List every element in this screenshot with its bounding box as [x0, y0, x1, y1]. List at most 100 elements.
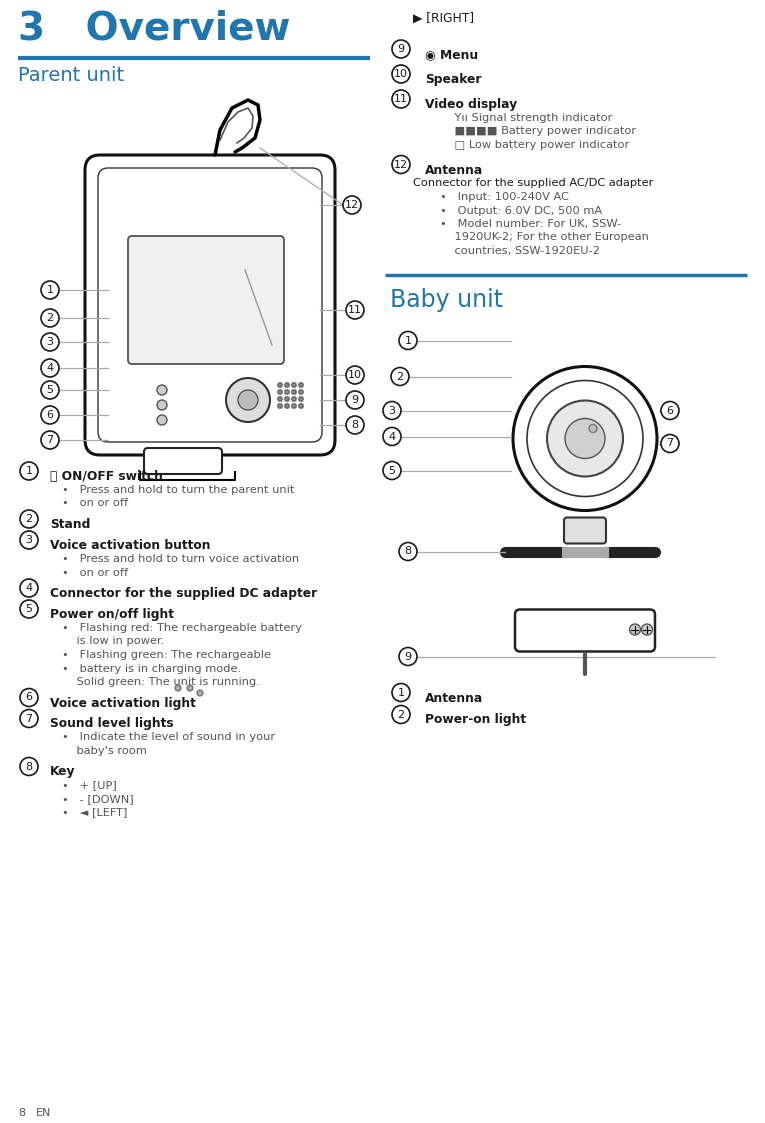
- Text: 1: 1: [405, 336, 412, 346]
- Text: 1: 1: [47, 285, 54, 295]
- Circle shape: [346, 391, 364, 409]
- Text: •   + [UP]: • + [UP]: [62, 780, 117, 791]
- Text: 5: 5: [47, 385, 54, 395]
- Text: •   Output: 6.0V DC, 500 mA: • Output: 6.0V DC, 500 mA: [440, 206, 602, 216]
- Text: 3: 3: [47, 337, 54, 347]
- Text: 11: 11: [394, 94, 408, 104]
- Circle shape: [20, 710, 38, 728]
- Text: 3: 3: [389, 405, 396, 416]
- Text: Power-on light: Power-on light: [425, 713, 526, 727]
- Text: 8: 8: [351, 420, 359, 430]
- Text: 5: 5: [389, 466, 396, 475]
- Circle shape: [346, 416, 364, 433]
- Text: •   battery is in charging mode.: • battery is in charging mode.: [62, 664, 241, 674]
- Circle shape: [346, 366, 364, 384]
- Circle shape: [291, 383, 296, 387]
- Text: Sound level lights: Sound level lights: [50, 718, 174, 730]
- Text: ◉ Menu: ◉ Menu: [425, 48, 478, 61]
- Circle shape: [399, 331, 417, 349]
- Circle shape: [41, 281, 59, 299]
- Text: •   Model number: For UK, SSW-: • Model number: For UK, SSW-: [440, 219, 621, 229]
- Circle shape: [299, 396, 303, 401]
- Circle shape: [383, 402, 401, 420]
- Text: 6: 6: [666, 405, 673, 416]
- Circle shape: [661, 402, 679, 420]
- Text: Yıı Signal strength indicator: Yıı Signal strength indicator: [440, 113, 612, 124]
- Circle shape: [630, 624, 640, 634]
- Circle shape: [20, 579, 38, 597]
- Circle shape: [285, 396, 289, 401]
- Circle shape: [41, 407, 59, 424]
- FancyBboxPatch shape: [128, 236, 284, 364]
- Circle shape: [383, 428, 401, 446]
- Text: 1: 1: [398, 687, 405, 697]
- Text: Speaker: Speaker: [425, 73, 481, 86]
- Text: Antenna: Antenna: [425, 164, 483, 176]
- Circle shape: [20, 510, 38, 528]
- Circle shape: [41, 309, 59, 327]
- Circle shape: [285, 383, 289, 387]
- Text: 7: 7: [25, 713, 33, 723]
- Text: 8: 8: [18, 1108, 25, 1119]
- Text: 2: 2: [396, 372, 404, 382]
- Circle shape: [391, 367, 409, 385]
- Text: 8: 8: [25, 761, 33, 772]
- Text: 9: 9: [351, 395, 359, 405]
- Circle shape: [392, 705, 410, 723]
- Text: Stand: Stand: [50, 518, 90, 531]
- Circle shape: [20, 600, 38, 618]
- Text: 7: 7: [47, 435, 54, 445]
- Text: •   Flashing green: The rechargeable: • Flashing green: The rechargeable: [62, 650, 271, 660]
- Circle shape: [41, 334, 59, 351]
- Circle shape: [392, 90, 410, 108]
- Text: EN: EN: [36, 1108, 51, 1119]
- Circle shape: [291, 390, 296, 394]
- Circle shape: [278, 390, 282, 394]
- Text: 12: 12: [394, 159, 408, 170]
- Text: •   Input: 100-240V AC: • Input: 100-240V AC: [440, 192, 569, 202]
- Text: 9: 9: [405, 651, 412, 661]
- Circle shape: [392, 65, 410, 83]
- Text: •   on or off: • on or off: [62, 499, 128, 509]
- Circle shape: [299, 390, 303, 394]
- Text: 7: 7: [666, 438, 673, 448]
- Text: •   Press and hold to turn voice activation: • Press and hold to turn voice activatio…: [62, 554, 299, 564]
- Circle shape: [299, 404, 303, 408]
- Text: 10: 10: [348, 369, 362, 380]
- Text: 3: 3: [25, 535, 32, 545]
- Text: •   on or off: • on or off: [62, 567, 128, 577]
- Circle shape: [343, 197, 361, 214]
- Text: Solid green: The unit is running.: Solid green: The unit is running.: [62, 677, 260, 687]
- Circle shape: [41, 359, 59, 377]
- Text: •   Flashing red: The rechargeable battery: • Flashing red: The rechargeable battery: [62, 623, 302, 633]
- Circle shape: [41, 381, 59, 399]
- Circle shape: [285, 404, 289, 408]
- Text: 9: 9: [398, 44, 405, 54]
- Circle shape: [642, 624, 653, 634]
- Text: 4: 4: [389, 431, 396, 441]
- Circle shape: [392, 40, 410, 58]
- Circle shape: [20, 758, 38, 776]
- Text: 4: 4: [25, 583, 33, 593]
- Text: □ Low battery power indicator: □ Low battery power indicator: [440, 140, 630, 150]
- Text: 8: 8: [405, 547, 412, 557]
- Circle shape: [346, 301, 364, 319]
- Text: Power on/off light: Power on/off light: [50, 608, 174, 621]
- Text: Baby unit: Baby unit: [390, 289, 503, 312]
- Text: 6: 6: [25, 693, 32, 703]
- Circle shape: [291, 404, 296, 408]
- Circle shape: [513, 366, 657, 511]
- Text: 5: 5: [25, 604, 32, 614]
- Text: Voice activation button: Voice activation button: [50, 539, 210, 553]
- Circle shape: [175, 685, 181, 691]
- Text: Parent unit: Parent unit: [18, 66, 124, 85]
- Circle shape: [392, 155, 410, 173]
- Text: Key: Key: [50, 766, 76, 778]
- Text: baby's room: baby's room: [62, 746, 147, 756]
- Circle shape: [157, 416, 167, 424]
- FancyBboxPatch shape: [515, 610, 655, 651]
- Text: is low in power.: is low in power.: [62, 637, 164, 647]
- Circle shape: [527, 381, 643, 496]
- Text: 2: 2: [25, 514, 33, 524]
- Circle shape: [20, 688, 38, 706]
